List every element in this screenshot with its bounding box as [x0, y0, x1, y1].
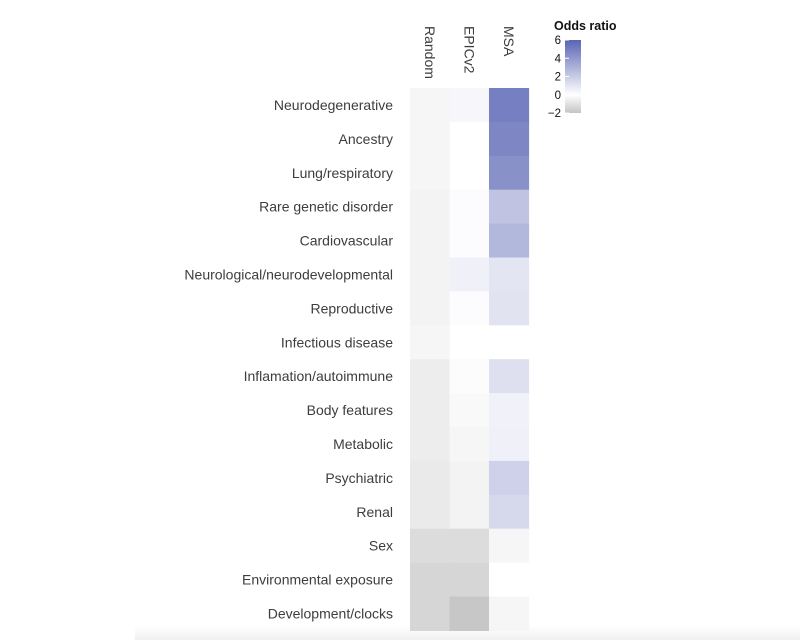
heatmap-cell [449, 562, 490, 598]
heatmap-cell [410, 257, 451, 292]
heatmap-cell [410, 121, 451, 157]
heatmap-cell [489, 291, 530, 326]
heatmap-cell [489, 155, 530, 191]
heatmap-cell [489, 223, 530, 259]
heatmap-cell [489, 189, 530, 225]
legend-tick-label: −2 [548, 108, 561, 120]
column-label: Random [422, 26, 438, 79]
heatmap-cell [489, 257, 530, 292]
column-label: MSA [501, 26, 517, 57]
heatmap-cell [489, 359, 530, 394]
row-label: Development/clocks [268, 605, 393, 621]
heatmap-cell [410, 427, 451, 462]
heatmap-cell [449, 325, 490, 360]
row-label: Reproductive [311, 300, 394, 316]
legend-tick-label: 0 [555, 90, 561, 102]
row-label: Inflamation/autoimmune [244, 368, 394, 384]
heatmap-cell [449, 189, 490, 225]
page-footer-band [135, 626, 800, 640]
heatmap-cell [410, 88, 451, 123]
row-labels: Neurodegenerative Ancestry Lung/respirator… [184, 97, 393, 622]
color-legend: Odds ratio 6 4 2 0 −2 [548, 19, 617, 120]
heatmap-cell [410, 223, 451, 259]
heatmap-cell [489, 121, 530, 157]
heatmap-cell [410, 494, 451, 530]
heatmap-cell [410, 155, 451, 191]
heatmap-cell [449, 427, 490, 462]
row-label: Cardiovascular [300, 233, 394, 249]
row-label: Neurodegenerative [274, 97, 393, 113]
heatmap-cell [489, 596, 530, 631]
heatmap-cell [449, 223, 490, 259]
heatmap-cell [410, 291, 451, 326]
heatmap-cell [489, 427, 530, 462]
row-label: Infectious disease [281, 334, 393, 350]
heatmap-cell [489, 528, 530, 564]
heatmap-cell [449, 460, 490, 496]
row-label: Psychiatric [325, 470, 393, 486]
heatmap-cell [410, 460, 451, 496]
row-label: Rare genetic disorder [259, 199, 393, 215]
heatmap-cell [489, 562, 530, 598]
row-label: Ancestry [339, 131, 393, 147]
heatmap-cell [449, 596, 490, 631]
heatmap-cell [449, 88, 490, 123]
row-label: Body features [307, 402, 393, 418]
legend-title: Odds ratio [554, 19, 617, 33]
heatmap-cell [410, 528, 451, 564]
row-label: Metabolic [333, 436, 393, 452]
legend-tick-label: 4 [555, 53, 562, 65]
heatmap-cell [489, 393, 530, 428]
heatmap-cell [449, 257, 490, 292]
row-label: Renal [356, 504, 393, 520]
heatmap-cell [410, 562, 451, 598]
heatmap-cell [489, 460, 530, 496]
heatmap-cell [410, 325, 451, 360]
heatmap-cell [449, 359, 490, 394]
heatmap-cell [489, 325, 530, 360]
row-label: Sex [369, 538, 393, 554]
heatmap-cell [410, 189, 451, 225]
heatmap-cell [489, 494, 530, 530]
heatmap-cell [449, 528, 490, 564]
heatmap-cell [449, 291, 490, 326]
row-label: Lung/respiratory [292, 165, 393, 181]
row-label: Environmental exposure [242, 572, 393, 588]
column-labels: Random EPICv2 MSA [422, 26, 517, 79]
heatmap-cell [449, 155, 490, 191]
heatmap-cell [449, 494, 490, 530]
heatmap-cell [449, 121, 490, 157]
legend-tick-label: 2 [555, 72, 561, 84]
heatmap-cells [410, 88, 530, 631]
legend-tick-label: 6 [555, 35, 561, 47]
heatmap-cell [410, 393, 451, 428]
row-label: Neurological/neurodevelopmental [184, 266, 393, 282]
heatmap-cell [410, 359, 451, 394]
legend-ticks: 6 4 2 0 −2 [548, 35, 569, 120]
heatmap-cell [489, 88, 530, 123]
column-label: EPICv2 [461, 26, 477, 74]
heatmap-cell [449, 393, 490, 428]
heatmap-cell [410, 596, 451, 631]
